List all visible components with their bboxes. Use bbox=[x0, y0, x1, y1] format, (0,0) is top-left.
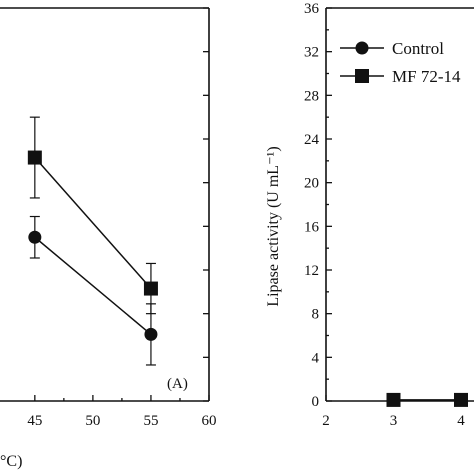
panel-a-point bbox=[27, 150, 42, 165]
panel-b-point bbox=[386, 392, 401, 407]
panel-b-y-tick-label: 24 bbox=[304, 132, 320, 148]
panel-a-label: (A) bbox=[167, 376, 188, 392]
panel-a-series-line bbox=[34, 236, 152, 335]
panel-b-y-tick-label: 12 bbox=[304, 263, 319, 279]
panel-b-y-tick-label: 8 bbox=[312, 307, 320, 323]
panel-a-series-line bbox=[34, 157, 152, 290]
panel-b-point bbox=[454, 392, 468, 407]
panel-a: 45 50 55 60 (A) °C) bbox=[0, 7, 217, 470]
panel-b-x-tick-label: 4 bbox=[457, 413, 465, 429]
legend-marker bbox=[355, 69, 369, 83]
legend-label: Control bbox=[392, 39, 444, 58]
panel-b-y-tick-label: 28 bbox=[304, 88, 319, 104]
panel-a-x-tick-label: 50 bbox=[85, 413, 100, 429]
legend-marker bbox=[355, 41, 369, 55]
panel-b-x-tick-label: 3 bbox=[390, 413, 398, 429]
panel-a-x-tick-label: 60 bbox=[202, 413, 217, 429]
panel-b-y-axis-title: Lipase activity (U mL⁻¹) bbox=[265, 146, 282, 306]
panel-a-point bbox=[28, 230, 42, 244]
panel-a-x-axis-title: °C) bbox=[0, 453, 22, 470]
panel-a-x-tick-label: 55 bbox=[143, 413, 158, 429]
panel-b-y-tick-label: 0 bbox=[312, 394, 320, 410]
panel-a-x-tick-label: 45 bbox=[27, 413, 42, 429]
panel-b: 0 4 8 12 16 20 24 28 32 36 2 3 4 Lipase activity (U m… bbox=[265, 1, 474, 429]
panel-b-x-tick-label: 2 bbox=[322, 413, 330, 429]
panel-a-point bbox=[143, 281, 158, 296]
panel-b-y-tick-label: 36 bbox=[304, 1, 320, 17]
panel-a-point bbox=[144, 327, 158, 341]
panel-b-y-tick-label: 16 bbox=[304, 219, 320, 235]
panel-b-y-tick-label: 32 bbox=[304, 45, 319, 61]
legend-label: MF 72-14 bbox=[392, 67, 461, 86]
panel-b-y-tick-label: 4 bbox=[312, 350, 320, 366]
panel-b-y-tick-label: 20 bbox=[304, 176, 319, 192]
